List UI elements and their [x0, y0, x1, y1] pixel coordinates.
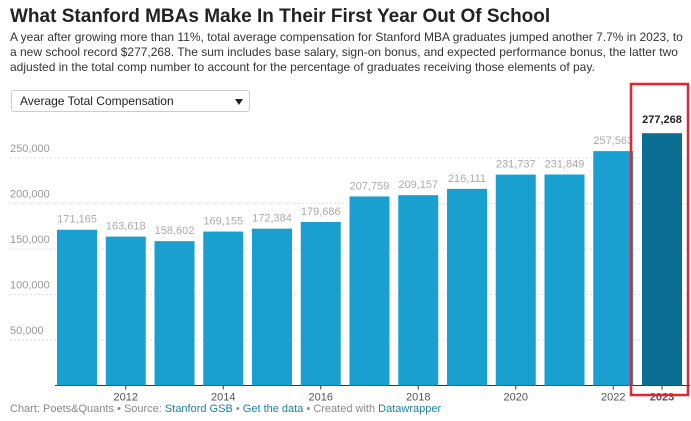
chart-title: What Stanford MBAs Make In Their First Y… [10, 6, 551, 27]
bar [349, 196, 390, 386]
value-label: 207,759 [350, 180, 390, 192]
credit: Chart: Poets&Quants [10, 403, 114, 415]
bar [593, 151, 634, 386]
bar [154, 241, 195, 386]
y-tick-label: 200,000 [10, 189, 50, 201]
bar [642, 133, 682, 386]
tool-link[interactable]: Datawrapper [378, 403, 442, 415]
dropdown-value: Average Total Compensation [20, 94, 174, 108]
bar [447, 188, 487, 386]
value-label: 158,602 [155, 225, 195, 237]
value-label: 231,737 [496, 159, 536, 171]
separator: • [235, 403, 240, 415]
highlight-box [629, 82, 690, 397]
bar [203, 231, 244, 386]
x-tick-label: 2018 [406, 392, 430, 404]
bar [57, 229, 97, 386]
bar [544, 174, 585, 386]
x-tick-label: 2023 [650, 392, 674, 404]
dropdown[interactable]: Average Total Compensation [11, 90, 250, 112]
bar [252, 228, 292, 386]
value-label: 216,111 [448, 173, 486, 185]
x-tick-label: 2022 [601, 392, 625, 404]
value-label: 179,686 [301, 206, 341, 218]
bar [105, 236, 146, 386]
value-label: 163,618 [106, 221, 146, 233]
y-tick-label: 150,000 [10, 234, 50, 246]
y-tick-label: 50,000 [10, 325, 44, 337]
value-label: 169,155 [203, 216, 243, 228]
source-prefix: Source: [123, 403, 162, 415]
footer: Chart: Poets&Quants • Source: Stanford G… [10, 403, 441, 415]
data-link[interactable]: Get the data [242, 403, 304, 415]
value-label: 171,165 [57, 214, 97, 226]
value-label: 231,849 [545, 159, 585, 171]
bar [300, 221, 341, 386]
value-label: 172,384 [252, 213, 292, 225]
x-tick-label: 2012 [114, 392, 138, 404]
bar [398, 195, 439, 386]
separator: • [306, 403, 311, 415]
created-prefix: Created with [313, 403, 376, 415]
chart-subtitle: A year after growing more than 11%, tota… [10, 30, 683, 74]
x-tick-label: 2014 [211, 392, 235, 404]
y-tick-label: 250,000 [10, 143, 50, 155]
x-tick-label: 2016 [309, 392, 333, 404]
source-link[interactable]: Stanford GSB [164, 403, 233, 415]
y-tick-label: 100,000 [10, 280, 50, 292]
dropdown-arrow [235, 99, 243, 105]
value-label: 209,157 [398, 179, 438, 191]
bar [495, 174, 536, 386]
separator: • [117, 403, 121, 415]
value-label: 257,563 [593, 135, 633, 147]
x-tick-label: 2020 [504, 392, 528, 404]
value-label: 277,268 [642, 114, 682, 126]
